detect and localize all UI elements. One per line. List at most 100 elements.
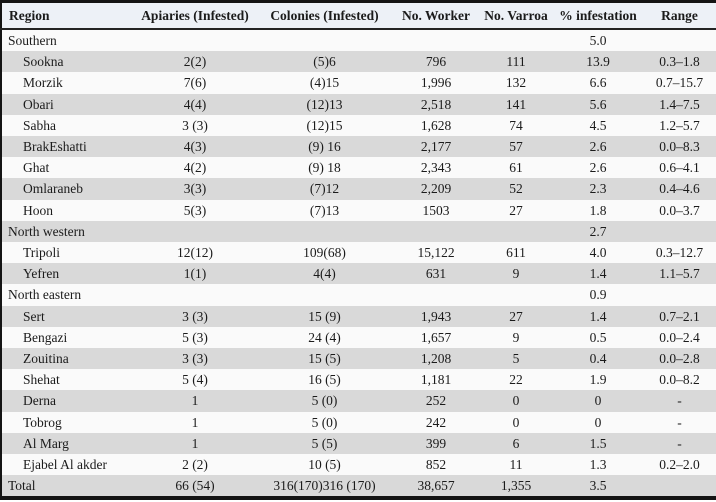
cell-apiaries: 3 (3) xyxy=(182,351,208,367)
cell-range: 1.2–5.7 xyxy=(659,117,700,133)
table-row: Morzik 7(6) (4)15 1,996 132 6.6 0.7–15.7 xyxy=(1,72,716,94)
cell-infestation: 0 xyxy=(594,414,602,430)
cell-apiaries: 4(3) xyxy=(183,139,207,155)
cell-region: Tobrog xyxy=(23,414,62,430)
cell-infestation: 1.8 xyxy=(589,202,607,218)
cell-worker: 1,943 xyxy=(420,308,452,324)
region-group-row: Southern 5.0 xyxy=(1,29,716,52)
cell-range: 0.0–2.8 xyxy=(659,351,700,367)
cell-apiaries: 3 (3) xyxy=(182,308,208,324)
cell-colonies: 16 (5) xyxy=(308,372,341,388)
cell-worker: 242 xyxy=(425,414,447,430)
cell-varroa: 57 xyxy=(509,139,523,155)
cell-worker: 399 xyxy=(425,435,447,451)
cell-worker: 1503 xyxy=(422,202,450,218)
cell-apiaries: 2 (2) xyxy=(182,457,208,473)
cell-range: 0.6–4.1 xyxy=(659,160,700,176)
table-row: Al Marg 1 5 (5) 399 6 1.5 - xyxy=(1,432,716,455)
cell-worker: 1,628 xyxy=(420,117,452,133)
cell-region: Al Marg xyxy=(23,435,69,451)
cell-worker xyxy=(393,221,479,242)
cell-varroa: 27 xyxy=(509,308,523,324)
cell-worker xyxy=(393,29,479,51)
cell-apiaries: 3(3) xyxy=(183,181,207,197)
table-row: Zouitina 3 (3) 15 (5) 1,208 5 0.4 0.0–2.8 xyxy=(1,348,716,370)
column-header-worker: No. Worker xyxy=(393,1,479,30)
cell-colonies: (5)6 xyxy=(313,54,336,70)
table-row: Sert 3 (3) 15 (9) 1,943 27 1.4 0.7–2.1 xyxy=(1,305,716,327)
cell-varroa: 61 xyxy=(509,160,523,176)
cell-apiaries: 5(3) xyxy=(183,202,207,218)
table-row: Ghat 4(2) (9) 18 2,343 61 2.6 0.6–4.1 xyxy=(1,157,716,179)
cell-colonies: 5 (5) xyxy=(311,435,338,451)
cell-worker: 2,343 xyxy=(420,160,452,176)
cell-range xyxy=(643,475,716,498)
column-header-varroa: No. Varroa xyxy=(479,1,553,30)
cell-apiaries: 1 xyxy=(191,414,199,430)
cell-range: 1.1–5.7 xyxy=(659,266,700,282)
cell-infestation: 2.7 xyxy=(589,223,607,239)
cell-colonies: (7)13 xyxy=(309,202,340,218)
table-row: Sookna 2(2) (5)6 796 111 13.9 0.3–1.8 xyxy=(1,51,716,73)
cell-colonies: 15 (9) xyxy=(308,308,341,324)
cell-worker: 1,996 xyxy=(420,75,452,91)
cell-infestation: 1.4 xyxy=(589,266,607,282)
cell-varroa: 0 xyxy=(512,414,520,430)
cell-apiaries: 1 xyxy=(191,393,199,409)
cell-varroa: 74 xyxy=(509,117,523,133)
table-row: Tobrog 1 5 (0) 242 0 0 - xyxy=(1,411,716,433)
cell-colonies: (9) 16 xyxy=(308,139,341,155)
cell-varroa: 22 xyxy=(509,372,523,388)
cell-worker: 631 xyxy=(425,266,447,282)
cell-region: Derna xyxy=(23,393,56,409)
cell-region: Bengazi xyxy=(23,329,68,345)
cell-worker: 252 xyxy=(425,393,447,409)
cell-region: Sookna xyxy=(23,54,64,70)
cell-range: 0.0–8.3 xyxy=(659,139,700,155)
total-row: Total 66 (54) 316(170)316 (170) 38,657 1,355… xyxy=(1,475,716,499)
table-row: Sabha 3 (3) (12)15 1,628 74 4.5 1.2–5.7 xyxy=(1,114,716,137)
cell-worker: 852 xyxy=(425,457,447,473)
cell-colonies: (9) 18 xyxy=(308,160,341,176)
table-row: Shehat 5 (4) 16 (5) 1,181 22 1.9 0.0–8.2 xyxy=(1,369,716,391)
cell-worker: 1,208 xyxy=(420,351,452,367)
cell-range: - xyxy=(677,393,682,409)
cell-colonies: (12)13 xyxy=(306,96,343,112)
cell-colonies: 5 (0) xyxy=(311,414,338,430)
cell-infestation: 2.6 xyxy=(589,139,607,155)
cell-region: Sabha xyxy=(23,117,56,133)
cell-infestation: 1.3 xyxy=(589,457,607,473)
cell-apiaries: 2(2) xyxy=(183,54,207,70)
cell-range: 0.3–12.7 xyxy=(655,245,704,261)
table-row: Tripoli 12(12) 109(68) 15,122 611 4.0 0.3–12.7 xyxy=(1,242,716,264)
column-header-infestation: % infestation xyxy=(553,1,643,30)
cell-colonies: 15 (5) xyxy=(308,351,341,367)
cell-region: Morzik xyxy=(23,75,63,91)
cell-apiaries xyxy=(134,29,256,51)
column-header-region: Region xyxy=(1,1,134,30)
cell-worker: 796 xyxy=(425,54,447,70)
cell-varroa: 111 xyxy=(506,54,526,70)
cell-apiaries: 66 (54) xyxy=(175,478,215,494)
cell-infestation: 1.9 xyxy=(589,372,607,388)
cell-worker: 38,657 xyxy=(417,478,455,494)
cell-region: Tripoli xyxy=(23,245,61,261)
cell-colonies: (12)15 xyxy=(306,117,343,133)
cell-range xyxy=(643,29,716,51)
table-header: Region Apiaries (Infested) Colonies (Inf… xyxy=(1,1,716,30)
column-header-apiaries: Apiaries (Infested) xyxy=(134,1,256,30)
cell-varroa: 27 xyxy=(509,202,523,218)
cell-infestation: 5.0 xyxy=(589,33,607,48)
cell-varroa xyxy=(479,284,553,305)
cell-apiaries: 1(1) xyxy=(183,266,207,282)
cell-apiaries: 5 (4) xyxy=(182,372,208,388)
cell-varroa: 141 xyxy=(505,96,527,112)
region-group-row: North western 2.7 xyxy=(1,220,716,243)
cell-infestation: 0.4 xyxy=(589,351,607,367)
cell-varroa: 5 xyxy=(512,351,520,367)
cell-range: 0.3–1.8 xyxy=(659,54,700,70)
table-row: Ejabel Al akder 2 (2) 10 (5) 852 11 1.3 0.2–2.… xyxy=(1,454,716,476)
cell-infestation: 0 xyxy=(594,393,602,409)
cell-apiaries: 7(6) xyxy=(183,75,207,91)
cell-worker xyxy=(393,284,479,305)
